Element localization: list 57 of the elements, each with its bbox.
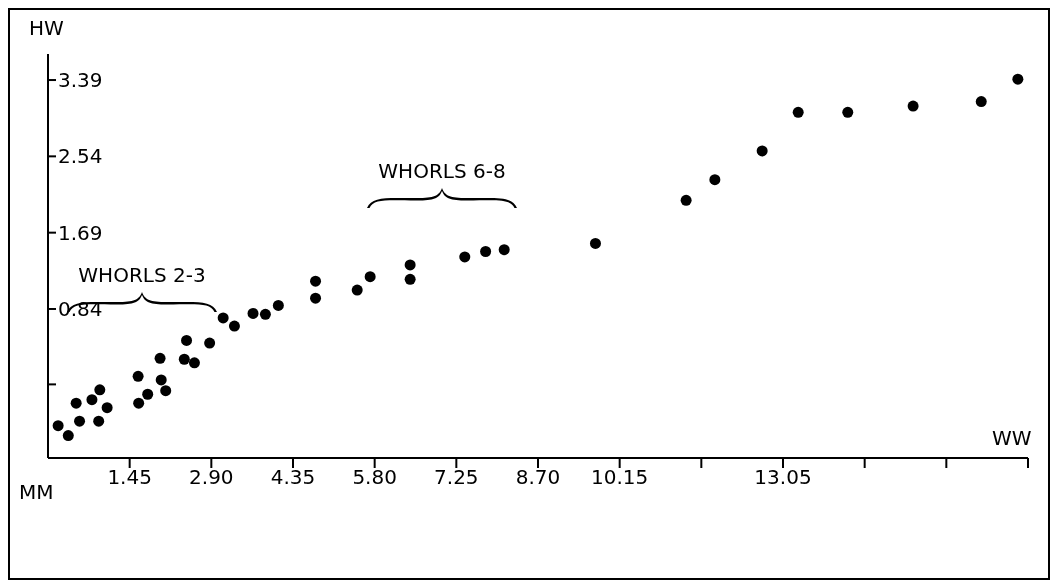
point bbox=[351, 284, 363, 296]
y-axis-title: HW bbox=[29, 16, 64, 40]
y-tick-label: 2.54 bbox=[58, 144, 103, 169]
point bbox=[259, 308, 271, 320]
point bbox=[404, 273, 416, 285]
x-tick-label: 13.05 bbox=[754, 465, 812, 490]
point bbox=[94, 384, 106, 396]
point bbox=[310, 275, 322, 287]
point bbox=[756, 145, 768, 157]
point bbox=[160, 385, 172, 397]
point bbox=[1012, 73, 1024, 85]
x-tick-label: 1.45 bbox=[107, 465, 152, 490]
point bbox=[792, 106, 804, 118]
point bbox=[217, 312, 229, 324]
y-tick-label: 1.69 bbox=[58, 220, 103, 245]
point bbox=[52, 420, 64, 432]
point bbox=[133, 397, 145, 409]
point bbox=[154, 352, 166, 364]
y-tick-label: 3.39 bbox=[58, 68, 103, 93]
x-tick-label: 7.25 bbox=[434, 465, 479, 490]
point bbox=[228, 320, 240, 332]
x-tick-label: 5.80 bbox=[352, 465, 397, 490]
point bbox=[404, 259, 416, 271]
point bbox=[842, 106, 854, 118]
point bbox=[188, 357, 200, 369]
point bbox=[70, 397, 82, 409]
point bbox=[142, 388, 154, 400]
point bbox=[480, 246, 492, 258]
point bbox=[310, 292, 322, 304]
point bbox=[459, 251, 471, 263]
x-axis-title: WW bbox=[992, 426, 1032, 450]
point bbox=[680, 194, 692, 206]
point bbox=[155, 374, 167, 386]
point bbox=[101, 402, 113, 414]
point bbox=[132, 370, 144, 382]
x-tick-label: 10.15 bbox=[591, 465, 649, 490]
point bbox=[178, 353, 190, 365]
point bbox=[93, 415, 105, 427]
point bbox=[498, 244, 510, 256]
x-tick-label: 4.35 bbox=[270, 465, 316, 490]
point bbox=[272, 299, 284, 311]
point bbox=[975, 96, 987, 108]
point bbox=[907, 100, 919, 112]
annotation: WHORLS 2-3 bbox=[78, 263, 206, 287]
point bbox=[247, 307, 259, 319]
point bbox=[86, 394, 98, 406]
text: MM bbox=[19, 480, 54, 504]
x-tick-label: 2.90 bbox=[189, 465, 234, 490]
point bbox=[589, 237, 601, 249]
point bbox=[364, 271, 376, 283]
point bbox=[181, 334, 193, 346]
point bbox=[74, 415, 86, 427]
annotation: WHORLS 6-8 bbox=[378, 159, 506, 183]
point bbox=[204, 337, 216, 349]
point bbox=[709, 174, 721, 186]
point bbox=[62, 430, 74, 442]
x-tick-label: 8.70 bbox=[515, 465, 561, 490]
